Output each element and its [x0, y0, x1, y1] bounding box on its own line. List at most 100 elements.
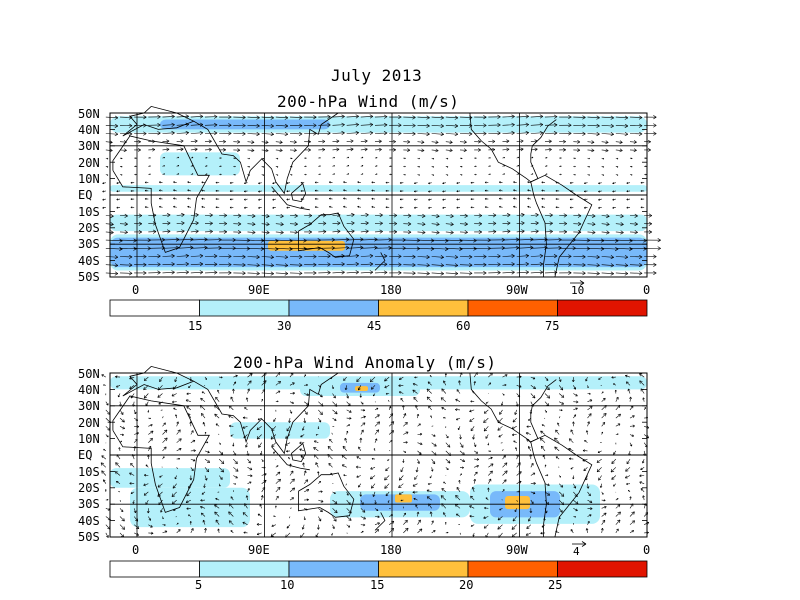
wind-anomaly-vector-head [416, 413, 420, 417]
wind-vector-head [454, 115, 459, 120]
wind-anomaly-vector-head [440, 495, 445, 499]
wind-vector-head [383, 270, 388, 275]
wind-anomaly-vector [119, 409, 124, 415]
wind-anomaly-vector [247, 481, 252, 484]
wind-vector-head [541, 189, 544, 192]
wind-vector-head [201, 189, 204, 192]
wind-vector-head [222, 148, 226, 152]
panel2-title: 200-hPa Wind Anomaly (m/s) [233, 353, 497, 372]
wind-anomaly-vector-head [419, 528, 423, 532]
wind-anomaly-vector [289, 382, 295, 386]
wind-anomaly-vector [171, 491, 177, 497]
wind-anomaly-vector-head [417, 461, 420, 464]
wind-anomaly-vector-head [485, 402, 488, 404]
wind-anomaly-vector-head [540, 531, 543, 535]
wind-vector-head [553, 262, 558, 267]
wind-anomaly-vector-head [320, 490, 323, 493]
wind-vector-head [313, 115, 317, 120]
wind-vector-head [414, 190, 416, 193]
coastline-africa [112, 395, 210, 513]
wind-vector-head [539, 114, 544, 119]
wind-anomaly-vector-head [164, 523, 166, 526]
wind-vector-head [426, 131, 430, 137]
colorbar-segment [467, 560, 558, 578]
wind-anomaly-vector [105, 426, 111, 431]
wind-vector [360, 239, 378, 241]
wind-anomaly-vector [374, 438, 377, 443]
wind-vector [275, 248, 293, 250]
wind-anomaly-vector [176, 438, 182, 443]
wind-vector-head [456, 198, 459, 201]
wind-anomaly-vector-head [483, 410, 487, 414]
wind-vector [615, 215, 624, 217]
wind-vector-head [229, 190, 232, 193]
wind-anomaly-vector-head [582, 458, 586, 462]
wind-vector-head [177, 156, 180, 159]
wind-vector [332, 148, 340, 151]
lat-label: 50N [78, 367, 100, 381]
wind-vector-head [234, 157, 236, 160]
wind-vector-head [206, 165, 208, 167]
wind-vector [431, 231, 440, 234]
wind-vector-head [102, 198, 105, 201]
wind-anomaly-vector [555, 456, 560, 460]
wind-anomaly-vector-head [188, 413, 191, 417]
wind-vector-head [280, 213, 284, 219]
wind-anomaly-vector-head [263, 479, 267, 483]
wind-anomaly-vector-head [429, 511, 433, 514]
wind-anomaly-vector-head [544, 464, 547, 467]
wind-vector-head [319, 157, 321, 159]
wind-anomaly-vector-head [200, 499, 203, 502]
lat-label: EQ [78, 188, 93, 202]
wind-anomaly-vector [105, 524, 111, 530]
wind-vector-head [497, 262, 501, 267]
wind-vector-head [185, 114, 189, 119]
wind-anomaly-vector-head [100, 462, 105, 466]
wind-vector-head [598, 190, 600, 193]
wind-vector-head [144, 181, 147, 184]
wind-anomaly-vector [615, 413, 621, 419]
wind-anomaly-vector [162, 416, 164, 419]
wind-vector-head [294, 230, 298, 235]
wind-anomaly-vector [247, 458, 251, 464]
wind-vector-head [185, 122, 189, 127]
wind-anomaly-vector [246, 397, 248, 402]
colorbar-label: 20 [459, 578, 474, 592]
wind-vector-head [492, 213, 497, 218]
wind-anomaly-vector [587, 514, 592, 517]
reference-vector-arrowhead [579, 280, 585, 286]
wind-anomaly-vector [256, 434, 262, 440]
wind-vector [431, 264, 444, 266]
wind-anomaly-vector-head [387, 459, 389, 462]
wind-vector-head [477, 148, 481, 152]
wind-anomaly-vector-head [230, 434, 233, 437]
coastline-indonesia [271, 446, 310, 471]
wind-vector-head [163, 165, 165, 167]
wind-vector-head [341, 262, 345, 267]
wind-vector-head [574, 157, 576, 160]
lat-label: 40N [78, 123, 100, 137]
wind-anomaly-vector-head [192, 439, 196, 443]
wind-vector [275, 231, 284, 233]
wind-anomaly-vector [615, 396, 619, 402]
lat-label: 10S [78, 465, 100, 479]
wind-vector-head [450, 213, 454, 219]
wind-anomaly-vector-head [485, 497, 488, 500]
wind-anomaly-vector [346, 524, 351, 528]
wind-anomaly-vector [270, 434, 277, 440]
wind-vector-head [144, 206, 147, 209]
wind-vector-head [432, 174, 435, 176]
wind-vector-head [535, 221, 539, 226]
wind-anomaly-vector-head [431, 469, 434, 472]
wind-anomaly-vector-head [631, 530, 634, 533]
wind-vector [516, 271, 529, 274]
wind-anomaly-vector [426, 396, 432, 402]
wind-vector-head [461, 165, 463, 168]
wind-vector-head [454, 123, 459, 128]
reference-vector-arrowhead [581, 541, 587, 547]
wind-vector-head [213, 114, 218, 119]
wind-anomaly-vector [587, 521, 590, 525]
lat-label: 20S [78, 221, 100, 235]
wind-anomaly-vector-head [334, 509, 338, 514]
wind-vector-head [220, 173, 222, 176]
